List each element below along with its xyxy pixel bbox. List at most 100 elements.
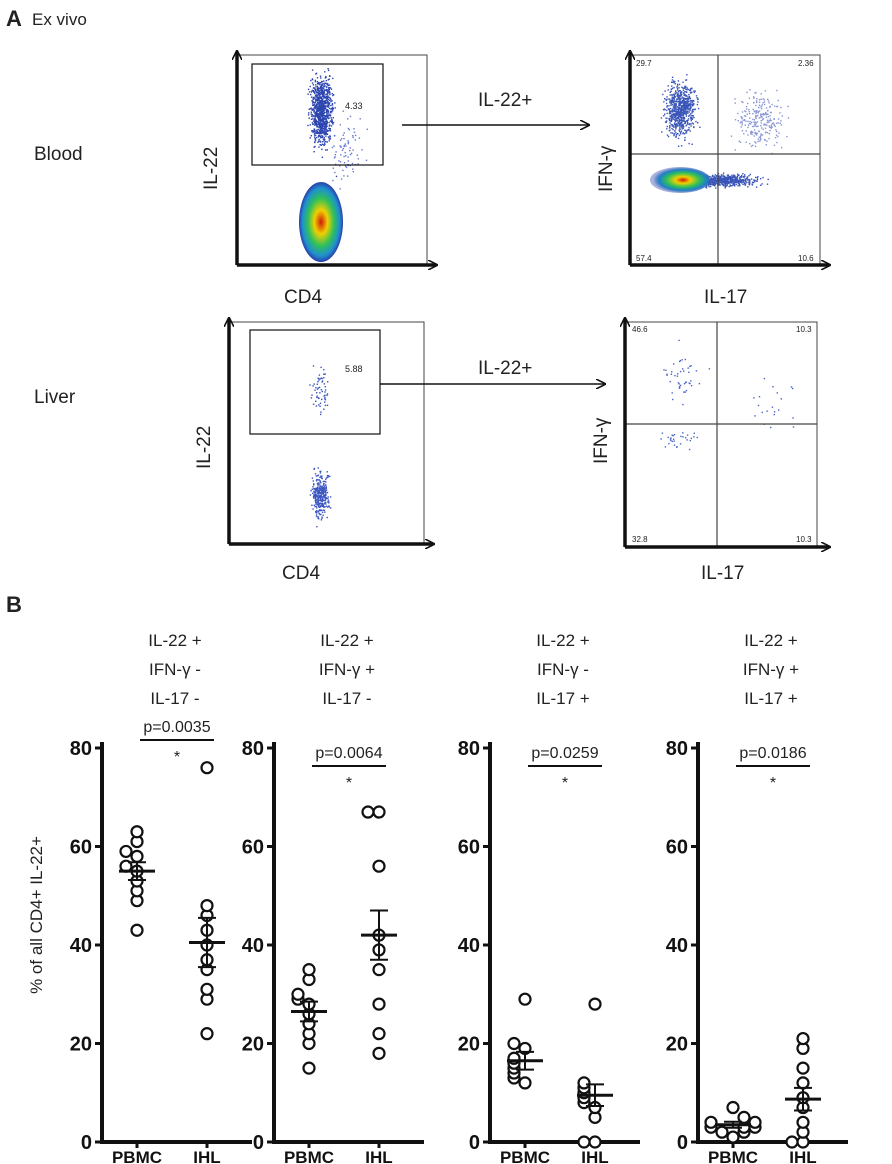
chart-3-star: * <box>562 775 568 792</box>
chart-4-ihl-point <box>796 1031 810 1046</box>
blood-q-top-left: 29.7 <box>636 59 652 68</box>
chart-2-ihl-point <box>361 805 375 819</box>
chart-4-ihl-point <box>785 1135 799 1149</box>
liver-quad-xlabel: IL-17 <box>701 563 744 584</box>
liver-gate-xlabel: CD4 <box>282 563 320 584</box>
chart-1-ytick-label: 80 <box>70 738 92 760</box>
chart-2-pvalue: p=0.0064 <box>315 745 382 762</box>
chart-2-ytick-label: 60 <box>242 837 264 859</box>
chart-1-ytick-label: 0 <box>81 1132 92 1154</box>
chart-1-ihl-point <box>200 898 214 913</box>
chart-1-ytick-label: 60 <box>70 837 92 859</box>
chart-1-ytick-label: 20 <box>70 1034 92 1056</box>
chart-3-title-line: IFN-γ - <box>537 660 589 679</box>
liver-gate-cloud-lower <box>309 467 332 528</box>
chart-2-category-label: IHL <box>365 1148 392 1164</box>
blood-transition-arrow: IL-22+ <box>402 90 588 125</box>
blood-quad-hotspot <box>650 167 710 193</box>
chart-1-pbmc-point <box>130 923 144 937</box>
blood-gate-cloud-upper <box>307 68 336 158</box>
chart-1-pbmc-point <box>119 844 133 859</box>
chart-3-ihl-point <box>577 1076 591 1090</box>
blood-gate-plot: 4.33 CD4 IL-22 <box>201 52 436 308</box>
liver-quad-cloud-mid <box>660 432 698 451</box>
chart-4-category-label: IHL <box>789 1148 816 1164</box>
chart-3-pvalue: p=0.0259 <box>531 745 598 762</box>
chart-2-ytick-label: 20 <box>242 1034 264 1056</box>
chart-3-ytick-label: 20 <box>458 1034 480 1056</box>
chart-2-pbmc-point <box>302 963 316 977</box>
chart-1-pbmc-point <box>130 849 144 863</box>
liver-q-bottom-right: 10.3 <box>796 535 812 544</box>
blood-gate-value: 4.33 <box>345 101 363 111</box>
panel-a-label: A <box>6 6 22 31</box>
chart-2-star: * <box>346 775 352 792</box>
chart-4-pbmc-point <box>726 1100 740 1115</box>
liver-q-bottom-left: 32.8 <box>632 535 648 544</box>
panel-b-charts: IL-22 + IFN-γ - IL-17 - 0 20 40 60 80 PBMC IHL p=0… <box>70 631 848 1164</box>
blood-q-top-right: 2.36 <box>798 59 814 68</box>
chart-1-category-label: PBMC <box>112 1148 162 1164</box>
chart-4-ytick-label: 0 <box>677 1132 688 1154</box>
liver-q-top-right: 10.3 <box>796 325 812 334</box>
chart-3-pbmc-point <box>518 1076 532 1090</box>
chart-4-title-line: IL-22 + <box>744 631 797 650</box>
chart-3-ytick-label: 60 <box>458 837 480 859</box>
row-label-blood: Blood <box>34 144 83 165</box>
chart-4-pbmc-point <box>704 1115 718 1129</box>
chart-2-ihl-point <box>372 963 386 977</box>
chart-2-ihl-point <box>372 1027 386 1041</box>
panel-b-label: B <box>6 592 22 617</box>
blood-gate-box <box>251 63 384 166</box>
chart-1-title-line: IL-22 + <box>148 631 201 650</box>
chart-2-title-line: IFN-γ + <box>319 660 375 679</box>
chart-3-ytick-label: 0 <box>469 1132 480 1154</box>
chart-3-category-label: PBMC <box>500 1148 550 1164</box>
liver-gate-value: 5.88 <box>345 364 363 374</box>
liver-q-top-left: 46.6 <box>632 325 648 334</box>
chart-2-ihl-point <box>372 997 386 1011</box>
liver-arrow-label: IL-22+ <box>478 358 532 379</box>
chart-2-ytick-label: 80 <box>242 738 264 760</box>
chart-3-ytick-label: 40 <box>458 935 480 957</box>
chart-1-ihl-point <box>200 761 214 775</box>
chart-4-pbmc-point <box>737 1110 751 1124</box>
chart-3-category-label: IHL <box>581 1148 608 1164</box>
chart-3-pbmc-point <box>518 992 532 1006</box>
blood-quad-ylabel: IFN-γ <box>596 145 617 192</box>
panel-a-subtitle: Ex vivo <box>32 10 87 29</box>
chart-2-pbmc-point <box>291 987 305 1001</box>
chart-1-ihl-point <box>200 982 214 996</box>
chart-3-ihl-point <box>588 997 602 1011</box>
chart-3-pbmc-point <box>507 1036 521 1051</box>
chart-2-ihl-point <box>372 859 386 873</box>
liver-quad-cloud-top <box>663 339 711 406</box>
chart-1-pvalue: p=0.0035 <box>143 719 210 736</box>
blood-gate-ylabel: IL-22 <box>201 147 222 190</box>
chart-2-title-line: IL-17 - <box>322 689 371 708</box>
chart-3-ytick-label: 80 <box>458 738 480 760</box>
chart-4-ihl-point <box>796 1115 810 1129</box>
chart-4-pvalue: p=0.0186 <box>739 745 806 762</box>
chart-1-star: * <box>174 749 180 766</box>
chart-1-ytick-label: 40 <box>70 935 92 957</box>
blood-quad-cloud-ifn <box>660 74 701 147</box>
chart-4-star: * <box>770 775 776 792</box>
chart-4-ihl-point <box>796 1076 810 1090</box>
chart-1-title-line: IL-17 - <box>150 689 199 708</box>
chart-4-title-line: IFN-γ + <box>743 660 799 679</box>
chart-4-ytick-label: 80 <box>666 738 688 760</box>
chart-4-pbmc-point <box>715 1125 729 1139</box>
blood-gate-xlabel: CD4 <box>284 287 322 308</box>
chart-4-category-label: PBMC <box>708 1148 758 1164</box>
blood-q-bottom-left: 57.4 <box>636 254 652 263</box>
chart-1: IL-22 + IFN-γ - IL-17 - 0 20 40 60 80 PBMC IHL p=0… <box>70 631 252 1164</box>
blood-quadrant-plot: 29.7 2.36 57.4 10.6 IL-17 IFN-γ <box>596 52 829 308</box>
chart-1-pbmc-point <box>130 825 144 839</box>
chart-1-title-line: IFN-γ - <box>149 660 201 679</box>
chart-4-ytick-label: 20 <box>666 1034 688 1056</box>
chart-4-pbmc-point <box>726 1130 740 1144</box>
blood-gate-cloud-sparse <box>328 110 368 190</box>
chart-4-title-line: IL-17 + <box>744 689 797 708</box>
